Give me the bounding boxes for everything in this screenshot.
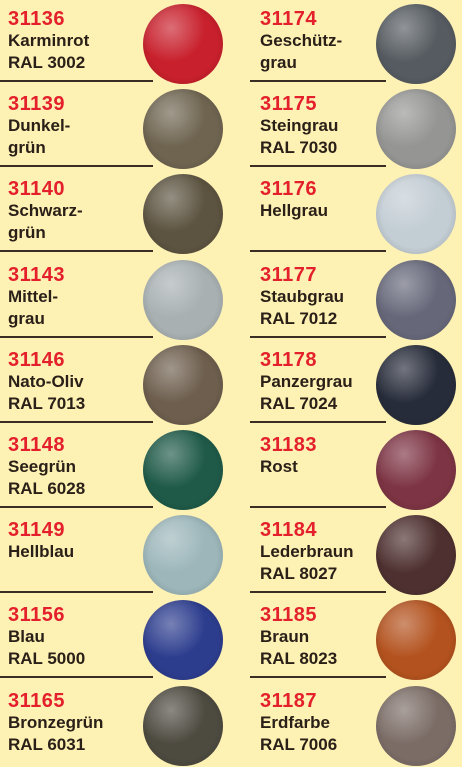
color-name: Dunkel- xyxy=(8,115,70,136)
color-name: Blau xyxy=(8,626,45,647)
color-swatch xyxy=(376,174,456,254)
color-name: grün xyxy=(8,222,46,243)
product-code: 31140 xyxy=(8,178,65,200)
separator xyxy=(0,250,153,252)
product-code: 31139 xyxy=(8,93,65,115)
color-name: Hellgrau xyxy=(260,200,328,221)
color-swatch xyxy=(376,345,456,425)
separator xyxy=(250,165,386,167)
color-swatch xyxy=(143,4,223,84)
product-code: 31148 xyxy=(8,434,65,456)
product-code: 31136 xyxy=(8,8,65,30)
color-swatch xyxy=(376,4,456,84)
separator xyxy=(250,676,386,678)
separator xyxy=(250,336,386,338)
color-name: RAL 6031 xyxy=(8,734,85,755)
color-swatch xyxy=(376,89,456,169)
color-swatch xyxy=(143,345,223,425)
color-name: RAL 6028 xyxy=(8,478,85,499)
color-name: grau xyxy=(8,308,45,329)
product-code: 31178 xyxy=(260,349,317,371)
color-name: Panzergrau xyxy=(260,371,353,392)
color-name: Rost xyxy=(260,456,298,477)
color-swatch xyxy=(143,260,223,340)
separator xyxy=(0,165,153,167)
product-code: 31184 xyxy=(260,519,317,541)
color-name: Nato-Oliv xyxy=(8,371,84,392)
color-name: Steingrau xyxy=(260,115,338,136)
product-code: 31149 xyxy=(8,519,65,541)
color-name: Braun xyxy=(260,626,309,647)
color-name: Hellblau xyxy=(8,541,74,562)
separator xyxy=(250,591,386,593)
separator xyxy=(250,421,386,423)
color-name: RAL 7013 xyxy=(8,393,85,414)
color-name: Seegrün xyxy=(8,456,76,477)
color-name: RAL 7006 xyxy=(260,734,337,755)
color-swatch xyxy=(143,686,223,766)
color-swatch xyxy=(143,89,223,169)
color-name: Staubgrau xyxy=(260,286,344,307)
color-name: Lederbraun xyxy=(260,541,354,562)
separator xyxy=(0,80,153,82)
color-name: RAL 3002 xyxy=(8,52,85,73)
color-name: RAL 7030 xyxy=(260,137,337,158)
color-name: Schwarz- xyxy=(8,200,83,221)
color-name: Geschütz- xyxy=(260,30,342,51)
product-code: 31175 xyxy=(260,93,317,115)
color-chart: (() => { const data = JSON.parse(documen… xyxy=(0,0,462,767)
separator xyxy=(250,506,386,508)
color-name: RAL 8027 xyxy=(260,563,337,584)
color-name: RAL 5000 xyxy=(8,648,85,669)
separator xyxy=(250,250,386,252)
product-code: 31185 xyxy=(260,604,317,626)
color-swatch xyxy=(143,174,223,254)
product-code: 31174 xyxy=(260,8,317,30)
product-code: 31177 xyxy=(260,264,317,286)
separator xyxy=(0,676,153,678)
color-swatch xyxy=(376,430,456,510)
color-swatch xyxy=(376,515,456,595)
color-swatch xyxy=(376,686,456,766)
separator xyxy=(0,591,153,593)
color-swatch xyxy=(143,600,223,680)
color-name: Karminrot xyxy=(8,30,89,51)
color-name: grau xyxy=(260,52,297,73)
separator xyxy=(0,506,153,508)
color-name: RAL 8023 xyxy=(260,648,337,669)
color-swatch xyxy=(376,260,456,340)
color-name: RAL 7024 xyxy=(260,393,337,414)
color-name: Erdfarbe xyxy=(260,712,330,733)
product-code: 31176 xyxy=(260,178,317,200)
color-name: grün xyxy=(8,137,46,158)
product-code: 31146 xyxy=(8,349,65,371)
color-name: RAL 7012 xyxy=(260,308,337,329)
color-swatch xyxy=(376,600,456,680)
product-code: 31183 xyxy=(260,434,317,456)
product-code: 31165 xyxy=(8,690,65,712)
product-code: 31156 xyxy=(8,604,65,626)
color-swatch xyxy=(143,430,223,510)
separator xyxy=(0,421,153,423)
product-code: 31187 xyxy=(260,690,317,712)
separator xyxy=(250,80,386,82)
product-code: 31143 xyxy=(8,264,65,286)
color-swatch xyxy=(143,515,223,595)
color-name: Mittel- xyxy=(8,286,58,307)
separator xyxy=(0,336,153,338)
color-name: Bronzegrün xyxy=(8,712,103,733)
